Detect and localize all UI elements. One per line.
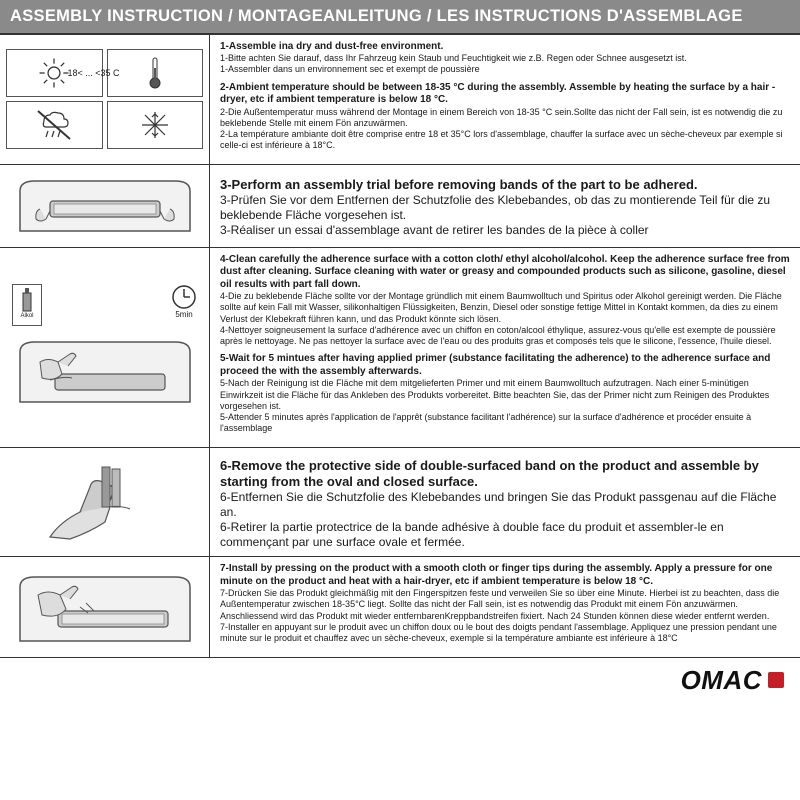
illustration-3: Alkol 5min [0,248,210,447]
wipe-panel-icon [10,332,200,412]
press-install-icon [10,563,200,651]
step7-fr: 7-Installer en appuyant sur le produit a… [220,622,790,645]
temp-range-label: 18< ... <35 C [68,68,120,79]
step1-de: 1-Bitte achten Sie darauf, dass Ihr Fahr… [220,53,790,64]
text-3: 4-Clean carefully the adherence surface … [210,248,800,447]
text-5: 7-Install by pressing on the product wit… [210,557,800,657]
step3-fr: 3-Réaliser un essai d'assemblage avant d… [220,223,790,238]
illustration-4 [0,448,210,557]
section-2: 3-Perform an assembly trial before remov… [0,165,800,248]
step2-de: 2-Die Außentemperatur muss während der M… [220,107,790,130]
step5-en: 5-Wait for 5 mintues after having applie… [220,353,790,378]
step4-fr: 4-Nettoyer soigneusement la surface d'ad… [220,325,790,348]
brand-logo: OMAC [681,664,784,697]
timer-label: 5min [175,310,192,320]
illustration-1: 18< ... <35 C [0,35,210,164]
step1-en: 1-Assemble ina dry and dust-free environ… [220,41,790,54]
panel-trial-icon [10,171,200,241]
logo-text: OMAC [681,664,762,697]
step7-de: 7-Drücken Sie das Produkt gleichmäßig mi… [220,588,790,622]
step1-fr: 1-Assembler dans un environnement sec et… [220,64,790,75]
step2-en: 2-Ambient temperature should be between … [220,82,790,107]
step4-de: 4-Die zu beklebende Fläche sollte vor de… [220,291,790,325]
section-5: 7-Install by pressing on the product wit… [0,557,800,658]
section-4: 6-Remove the protective side of double-s… [0,448,800,558]
step7-en: 7-Install by pressing on the product wit… [220,563,790,588]
step4-en: 4-Clean carefully the adherence surface … [220,254,790,292]
bottle-icon [20,287,34,313]
logo-mark-icon [768,672,784,688]
thermometer-icon [148,56,162,90]
step3-en: 3-Perform an assembly trial before remov… [220,177,790,193]
section-1: 18< ... <35 C [0,35,800,165]
peel-tape-icon [30,457,180,547]
page-title: ASSEMBLY INSTRUCTION / MONTAGEANLEITUNG … [0,0,800,35]
illustration-5 [0,557,210,657]
section-3: Alkol 5min 4-Clean carefully the adheren… [0,248,800,448]
no-rain-icon [34,107,74,143]
step2-fr: 2-La température ambiante doit être comp… [220,129,790,152]
text-1: 1-Assemble ina dry and dust-free environ… [210,35,800,164]
clock-icon [171,284,197,310]
bottle-label: Alkol [20,313,33,321]
illustration-2 [0,165,210,247]
step6-fr: 6-Retirer la partie protectrice de la ba… [220,520,790,550]
step3-de: 3-Prüfen Sie vor dem Entfernen der Schut… [220,193,790,223]
step6-en: 6-Remove the protective side of double-s… [220,458,790,491]
step5-fr: 5-Attender 5 minutes après l'application… [220,412,790,435]
sun-icon [37,56,71,90]
snowflake-icon [140,110,170,140]
step5-de: 5-Nach der Reinigung ist die Fläche mit … [220,378,790,412]
text-2: 3-Perform an assembly trial before remov… [210,165,800,247]
text-4: 6-Remove the protective side of double-s… [210,448,800,557]
step6-de: 6-Entfernen Sie die Schutzfolie des Kleb… [220,490,790,520]
footer: OMAC [0,658,800,701]
